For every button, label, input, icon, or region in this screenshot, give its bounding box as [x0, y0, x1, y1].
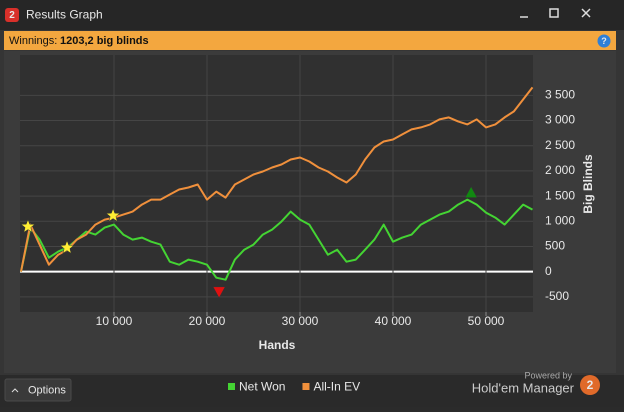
- legend-label: All-In EV: [313, 380, 360, 394]
- x-tick-label: 50 000: [468, 314, 505, 328]
- y-tick-label: -500: [545, 289, 569, 303]
- window-title: Results Graph: [26, 8, 103, 22]
- y-tick-label: 0: [545, 264, 552, 278]
- brand: Hold'em Manager: [472, 380, 575, 395]
- title-bar: [0, 0, 624, 30]
- close-button[interactable]: [581, 8, 591, 18]
- marker-star: [59, 239, 75, 254]
- y-tick-label: 3 000: [545, 113, 575, 127]
- legend-swatch: [228, 383, 235, 390]
- y-tick-label: 3 500: [545, 87, 575, 101]
- brand-logo: [580, 375, 600, 395]
- legend-swatch: [302, 383, 310, 390]
- brand-logo-text: 2: [587, 378, 594, 392]
- app-icon-text: 2: [9, 10, 15, 21]
- window-controls[interactable]: [520, 8, 591, 18]
- series-line: [20, 86, 534, 272]
- options-text: Options: [28, 384, 66, 396]
- y-tick-label: 1 500: [545, 188, 575, 202]
- options-chevron: [11, 388, 19, 393]
- legend-label: Net Won: [239, 380, 285, 394]
- app-icon: [5, 8, 19, 22]
- help-button[interactable]: [597, 34, 611, 48]
- marker-triangle-up: [464, 186, 478, 198]
- x-tick-label: 40 000: [375, 314, 412, 328]
- x-tick-label: 20 000: [189, 314, 226, 328]
- plot-area: [20, 55, 533, 312]
- marker-star: [105, 207, 121, 222]
- y-tick-label: 2 000: [545, 163, 575, 177]
- marker-triangle-down: [212, 286, 226, 299]
- y-axis-label: Big Blinds: [581, 154, 595, 214]
- winnings-bar: [4, 31, 616, 50]
- winnings-label: Winnings:: [9, 35, 57, 47]
- series-line: [20, 198, 533, 281]
- powered-by: Powered by: [524, 370, 572, 380]
- winnings-value: 1203,2 big blinds: [60, 35, 149, 47]
- y-tick-label: 2 500: [545, 138, 575, 152]
- options-button[interactable]: [4, 378, 72, 402]
- marker-star: [20, 218, 36, 233]
- maximize-button[interactable]: [549, 8, 559, 18]
- y-tick-label: 500: [545, 239, 565, 253]
- x-tick-label: 30 000: [282, 314, 319, 328]
- y-tick-label: 1 000: [545, 213, 575, 227]
- footer: [0, 375, 624, 407]
- help-text: ?: [601, 36, 607, 46]
- x-axis-label: Hands: [259, 338, 296, 352]
- x-tick-label: 10 000: [96, 314, 133, 328]
